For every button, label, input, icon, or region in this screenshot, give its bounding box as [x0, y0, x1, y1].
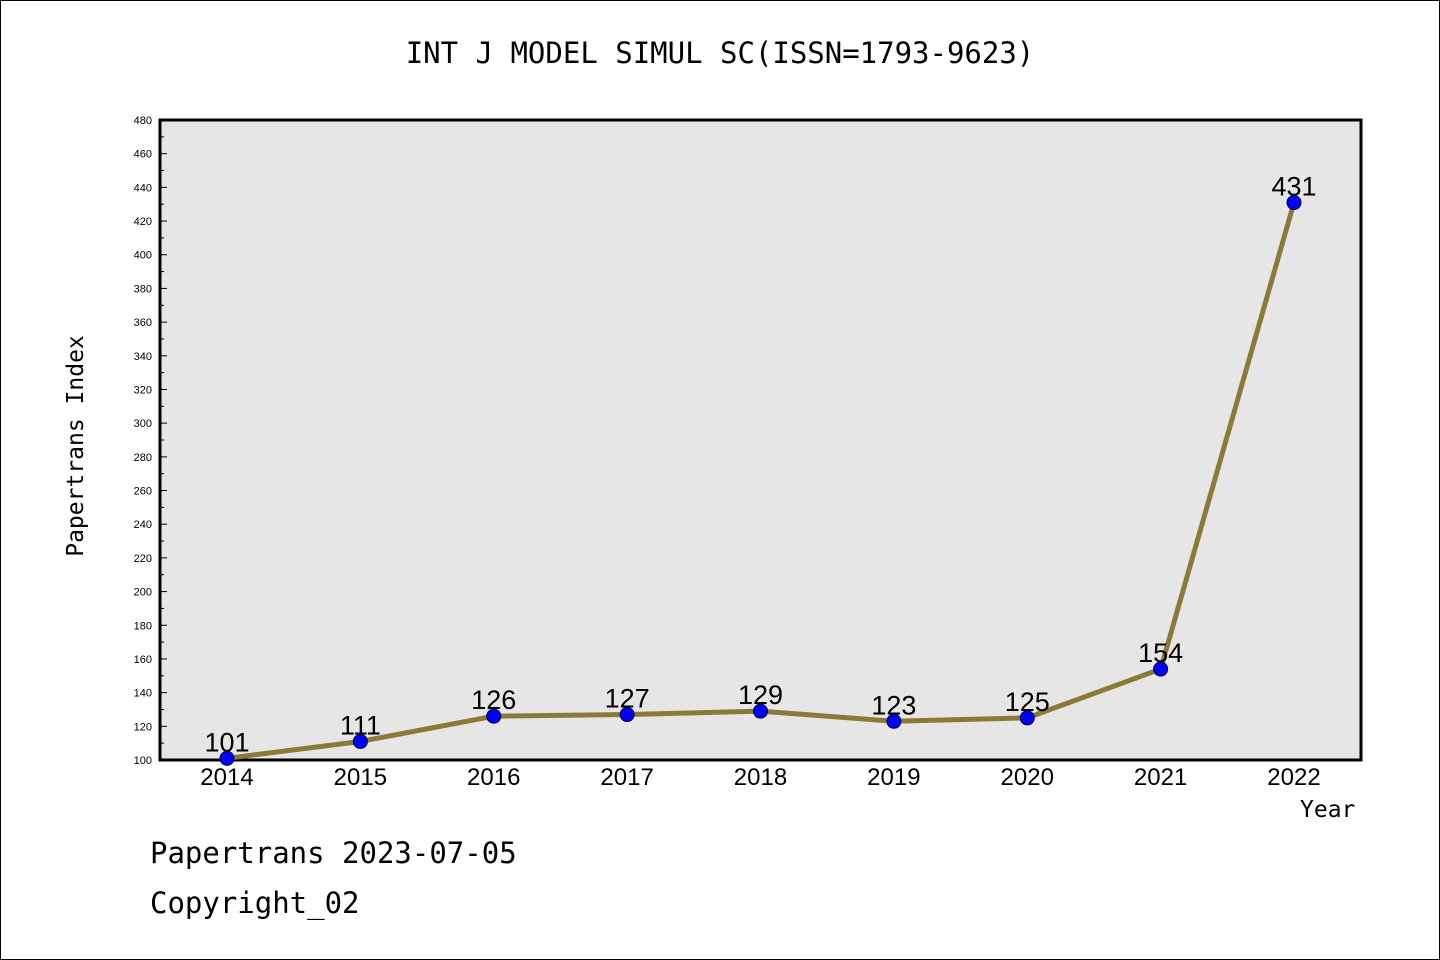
y-tick-label: 320 — [134, 384, 152, 396]
x-tick-label: 2019 — [867, 764, 920, 791]
y-tick-label: 400 — [134, 250, 152, 262]
x-tick-label: 2015 — [334, 764, 387, 791]
y-tick-label: 100 — [134, 755, 152, 767]
footer-copyright: Copyright_02 — [150, 886, 360, 920]
x-tick-label: 2016 — [467, 764, 520, 791]
y-tick-label: 340 — [134, 351, 152, 363]
data-label: 126 — [471, 685, 516, 715]
data-label: 125 — [1005, 687, 1050, 717]
y-tick-label: 160 — [134, 654, 152, 666]
data-point — [1019, 710, 1035, 726]
y-tick-label: 180 — [134, 620, 152, 632]
data-label: 111 — [340, 710, 381, 740]
y-tick-label: 460 — [134, 149, 152, 161]
x-axis-label: Year — [1300, 797, 1356, 823]
y-tick-label: 480 — [134, 115, 152, 127]
data-point — [219, 750, 235, 766]
y-tick-label: 440 — [134, 182, 152, 194]
x-tick-label: 2014 — [200, 764, 253, 791]
y-tick-label: 120 — [134, 721, 152, 733]
y-tick-label: 380 — [134, 283, 152, 295]
y-tick-label: 260 — [134, 486, 152, 498]
x-tick-label: 2018 — [734, 764, 787, 791]
y-tick-label: 140 — [134, 688, 152, 700]
footer-date: Papertrans 2023-07-05 — [150, 836, 517, 870]
y-tick-label: 200 — [134, 587, 152, 599]
data-point — [619, 707, 635, 723]
x-tick-label: 2020 — [1001, 764, 1054, 791]
x-tick-label: 2017 — [600, 764, 653, 791]
data-label: 123 — [871, 690, 916, 720]
data-point — [886, 713, 902, 729]
data-point — [486, 708, 502, 724]
data-label: 431 — [1271, 172, 1316, 202]
y-tick-label: 280 — [134, 452, 152, 464]
x-tick-label: 2021 — [1134, 764, 1187, 791]
data-point — [352, 733, 368, 749]
data-label: 127 — [605, 684, 650, 714]
data-point — [1153, 661, 1169, 677]
x-tick-label: 2022 — [1267, 764, 1320, 791]
y-tick-label: 220 — [134, 553, 152, 565]
data-label: 101 — [204, 727, 249, 757]
y-tick-label: 300 — [134, 418, 152, 430]
y-tick-label: 420 — [134, 216, 152, 228]
data-label: 154 — [1138, 638, 1183, 668]
data-point — [1286, 195, 1302, 211]
data-point — [753, 703, 768, 719]
plot-area — [158, 118, 1363, 762]
chart-title: INT J MODEL SIMUL SC(ISSN=1793-9623) — [405, 36, 1035, 70]
y-tick-label: 360 — [134, 317, 152, 329]
data-label: 129 — [738, 680, 783, 710]
y-tick-label: 240 — [134, 519, 152, 531]
